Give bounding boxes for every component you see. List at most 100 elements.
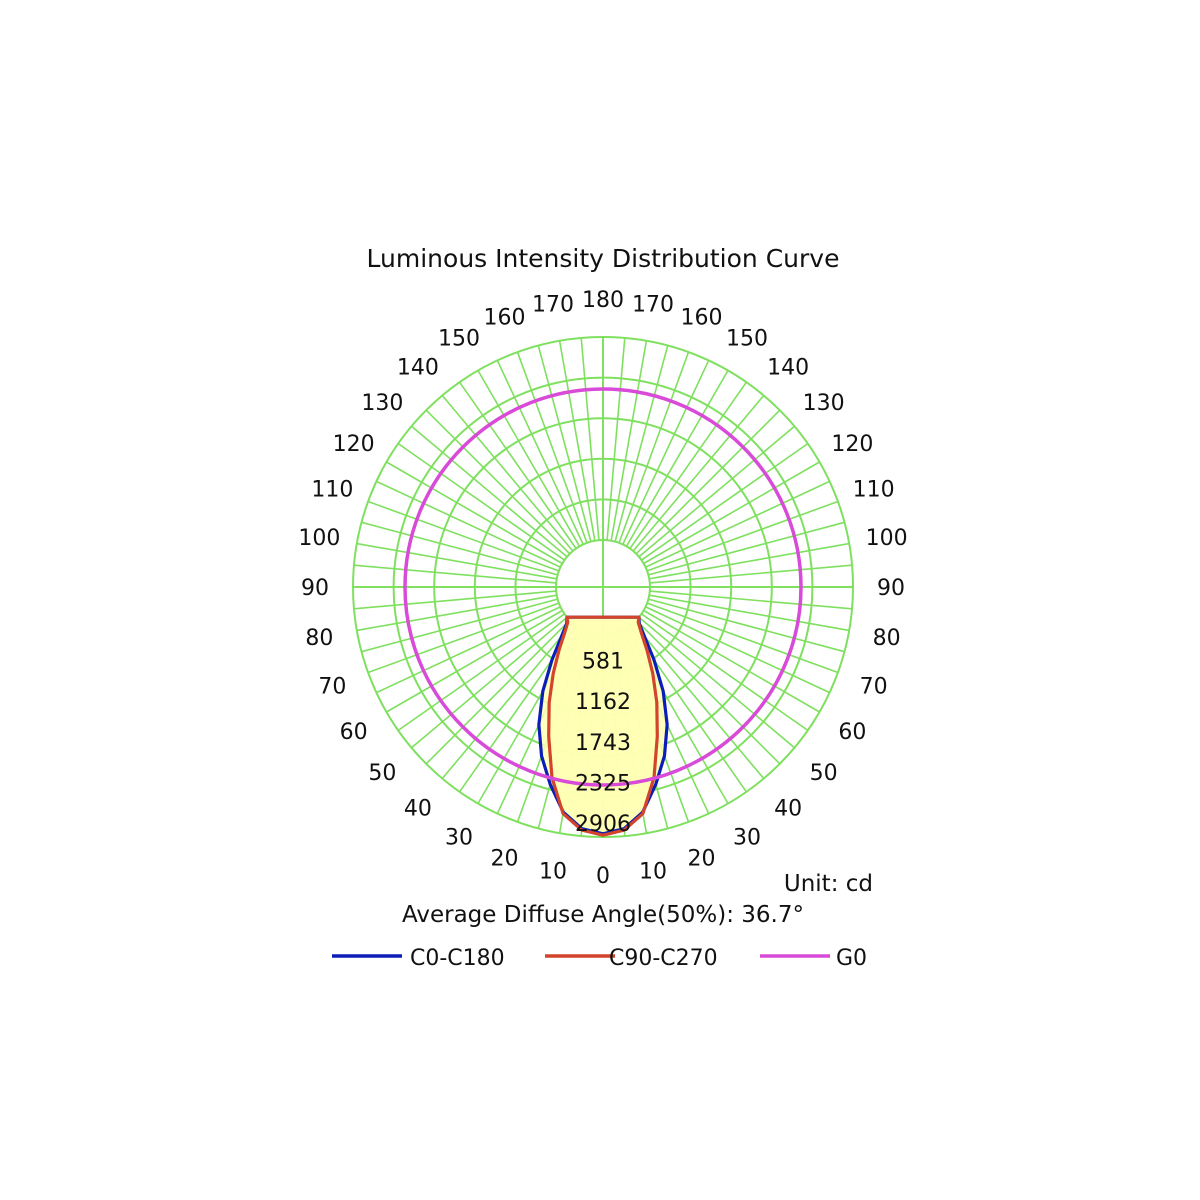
legend-label: C90-C270 — [609, 946, 718, 971]
angle-tick-label: 180 — [582, 288, 624, 313]
grid-spoke — [635, 409, 781, 555]
grid-spoke — [537, 345, 592, 542]
grid-spoke — [641, 613, 809, 732]
radial-tick-label: 2906 — [575, 812, 631, 837]
grid-spoke — [580, 337, 600, 541]
angle-tick-label: 140 — [397, 355, 439, 380]
angle-tick-labels: 0 102030405060708090100110120130140150160… — [298, 288, 907, 889]
angle-tick-label: 60 — [838, 720, 866, 745]
angle-tick-label: 130 — [803, 391, 845, 416]
radial-tick-label: 1743 — [575, 731, 631, 756]
angle-tick-label: 150 — [438, 327, 480, 352]
grid-spoke — [425, 619, 571, 765]
angle-tick-label: 30 — [733, 825, 761, 850]
grid-spoke — [606, 337, 626, 541]
angle-tick-label: 50 — [810, 761, 838, 786]
chart-title: Luminous Intensity Distribution Curve — [367, 244, 840, 273]
angle-tick-label: 160 — [484, 305, 526, 330]
angle-tick-label: 110 — [311, 478, 353, 503]
grid-spoke — [376, 606, 561, 694]
grid-spoke — [361, 598, 558, 653]
angle-tick-label: 20 — [491, 847, 519, 872]
grid-spoke — [645, 606, 830, 694]
angle-tick-label: 70 — [318, 675, 346, 700]
angle-tick-label: 80 — [305, 626, 333, 651]
grid-spoke — [632, 394, 765, 552]
angle-tick-label: 30 — [445, 825, 473, 850]
grid-spoke — [614, 345, 669, 542]
grid-spoke — [397, 613, 565, 732]
grid-spoke — [477, 370, 581, 547]
grid-spoke — [356, 594, 557, 632]
angle-tick-label: 140 — [767, 355, 809, 380]
angle-tick-label: 120 — [333, 432, 375, 457]
grid-spoke — [638, 616, 796, 749]
legend: C0-C180 C90-C270 G0 — [332, 946, 867, 971]
grid-spoke — [638, 425, 796, 558]
grid-spoke — [635, 619, 781, 765]
radial-tick-labels: 581 1162 1743 2325 2906 — [575, 650, 631, 837]
angle-tick-label: 160 — [681, 305, 723, 330]
angle-tick-label: 0 — [596, 864, 610, 889]
grid-spoke — [367, 602, 560, 674]
grid-spoke — [643, 609, 820, 713]
grid-spoke — [397, 442, 565, 561]
angle-tick-label: 50 — [368, 761, 396, 786]
angle-tick-label: 80 — [873, 626, 901, 651]
grid-spoke — [643, 461, 820, 565]
grid-spoke — [649, 564, 853, 584]
angle-tick-label: 60 — [340, 720, 368, 745]
angle-tick-label: 10 — [539, 860, 567, 885]
angle-tick-label: 170 — [632, 292, 674, 317]
angle-tick-label: 10 — [639, 860, 667, 885]
grid-spoke — [441, 394, 574, 552]
grid-spoke — [648, 521, 845, 576]
angle-tick-label: 120 — [831, 432, 873, 457]
angle-tick-label: 90 — [301, 576, 329, 601]
grid-spoke — [646, 602, 839, 674]
curve-lines — [403, 387, 803, 837]
angle-tick-label: 20 — [688, 847, 716, 872]
angle-tick-label: 40 — [404, 797, 432, 822]
series-c90-c270-line — [547, 615, 659, 837]
grid-spoke — [558, 340, 596, 541]
series-c90-c270-fill — [548, 617, 658, 836]
unit-label: Unit: cd — [784, 871, 873, 897]
curve-fills — [538, 617, 668, 836]
grid-spoke — [386, 461, 563, 565]
grid-spoke — [649, 590, 853, 610]
grid-spoke — [610, 340, 648, 541]
angle-tick-label: 110 — [853, 478, 895, 503]
grid-spoke — [441, 622, 574, 780]
grid-spoke — [496, 360, 584, 545]
grid-spoke — [516, 351, 588, 544]
grid-spoke — [645, 480, 830, 568]
grid-spoke — [646, 500, 839, 572]
grid-spoke — [356, 542, 557, 580]
angle-tick-label: 100 — [298, 526, 340, 551]
grid-spoke — [625, 370, 729, 547]
grid-spoke — [410, 425, 568, 558]
legend-label: C0-C180 — [410, 946, 505, 971]
angle-tick-label: 130 — [361, 391, 403, 416]
angle-tick-label: 170 — [532, 292, 574, 317]
grid-spoke — [410, 616, 568, 749]
grid-spoke — [367, 500, 560, 572]
grid-spoke — [353, 564, 557, 584]
series-g0-line — [403, 387, 803, 787]
radial-tick-label: 1162 — [575, 690, 631, 715]
grid-spoke — [353, 590, 557, 610]
angle-tick-label: 40 — [774, 797, 802, 822]
grid-spoke — [629, 381, 748, 549]
grid-spoke — [458, 381, 577, 549]
grid-spoke — [361, 521, 558, 576]
radial-tick-label: 2325 — [575, 771, 631, 796]
grid-spoke — [618, 351, 690, 544]
grid-spoke — [386, 609, 563, 713]
radial-tick-label: 581 — [582, 650, 624, 675]
grid-spoke — [641, 442, 809, 561]
angle-tick-label: 150 — [726, 327, 768, 352]
grid-spoke — [649, 594, 850, 632]
angle-tick-label: 100 — [866, 526, 908, 551]
